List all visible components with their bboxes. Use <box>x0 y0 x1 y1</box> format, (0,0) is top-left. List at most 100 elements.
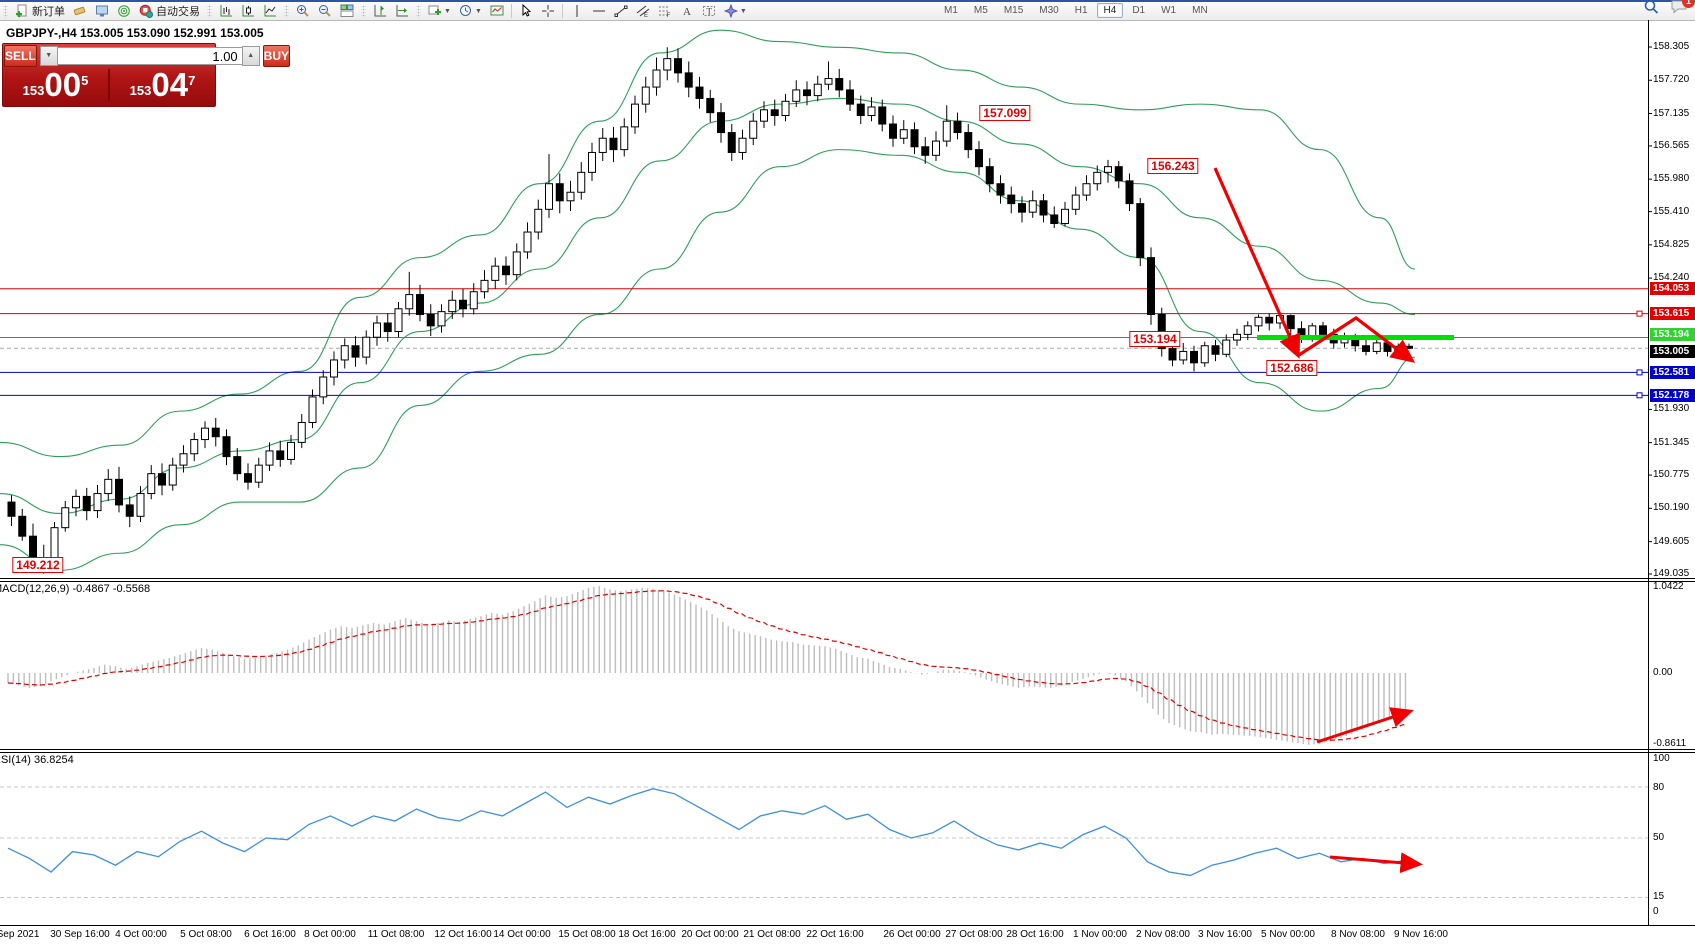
shapes-icon <box>723 4 738 18</box>
price-axis-badge: 153.005 <box>1650 344 1695 358</box>
chart-shift-button[interactable] <box>369 2 391 20</box>
volume-decrease-button[interactable]: ▼ <box>39 46 58 66</box>
volume-stepper: ▼ ▲ <box>39 46 260 66</box>
search-icon[interactable] <box>1643 0 1660 20</box>
toolbar-grip[interactable] <box>284 4 289 18</box>
toolbar-separator <box>561 4 563 18</box>
text-label-tool[interactable]: T <box>698 2 720 20</box>
price-axis-badge: 154.053 <box>1650 282 1695 296</box>
price-callout[interactable]: 149.212 <box>12 557 64 573</box>
rsi-scale-50: 50 <box>1653 832 1665 843</box>
bollinger-band-lower <box>0 149 1416 571</box>
cursor-tool[interactable] <box>515 2 537 20</box>
shapes-dropdown[interactable]: ▼ <box>720 2 751 20</box>
price-callout[interactable]: 156.243 <box>1147 158 1199 174</box>
periods-dropdown[interactable]: ▼ <box>455 2 486 20</box>
new-chart-dropdown[interactable]: ▼ <box>424 2 455 20</box>
toolbar-grip[interactable] <box>361 4 366 18</box>
line-handle[interactable] <box>1636 310 1643 317</box>
sonar-button[interactable] <box>113 2 135 20</box>
time-axis-label: 21 Oct 08:00 <box>743 929 801 940</box>
eraser-button[interactable] <box>69 2 91 20</box>
toolbar-grip[interactable] <box>416 4 421 18</box>
time-axis-label: 27 Oct 08:00 <box>945 929 1003 940</box>
time-axis-label: 5 Oct 08:00 <box>180 929 232 940</box>
bollinger-band-upper <box>0 29 1416 458</box>
vertical-line-icon <box>570 4 584 18</box>
price-axis-tick: 151.345 <box>1653 436 1690 448</box>
toolbar-grip[interactable] <box>3 4 8 18</box>
line-handle[interactable] <box>1636 369 1643 376</box>
vertical-line-tool[interactable] <box>566 2 588 20</box>
candlestick-chart-button[interactable] <box>237 2 259 20</box>
chart-template-button[interactable] <box>486 2 508 20</box>
new-order-label: 新订单 <box>32 6 65 18</box>
zoom-out-button[interactable] <box>314 2 336 20</box>
rsi-scale-80: 80 <box>1653 782 1665 793</box>
zoom-in-icon <box>296 4 310 18</box>
auto-trading-icon <box>139 4 153 18</box>
auto-scroll-button[interactable] <box>391 2 413 20</box>
trend-line-tool[interactable] <box>610 2 632 20</box>
price-callout[interactable]: 157.099 <box>979 105 1031 121</box>
equidistant-channel-tool[interactable]: E <box>632 2 654 20</box>
buy-price-main: 04 <box>151 66 189 103</box>
bar-chart-button[interactable] <box>215 2 237 20</box>
text-icon: A <box>680 4 694 18</box>
timeframe-w1[interactable]: W1 <box>1161 4 1177 16</box>
chevron-down-icon: ▼ <box>474 7 482 15</box>
buy-price[interactable]: 153 04 7 <box>110 67 215 103</box>
toolbar-grip[interactable] <box>207 4 212 18</box>
time-axis-label: 6 Oct 16:00 <box>244 929 296 940</box>
rsi-trend-arrow[interactable] <box>1329 852 1423 874</box>
timeframe-h4[interactable]: H4 <box>1096 2 1124 18</box>
tile-windows-icon <box>340 4 354 18</box>
price-callout[interactable]: 152.686 <box>1266 360 1318 376</box>
new-chart-icon <box>428 4 442 18</box>
time-axis-label: 22 Oct 16:00 <box>806 929 864 940</box>
line-handle[interactable] <box>1636 392 1643 399</box>
sell-button[interactable]: SELL <box>4 45 37 67</box>
price-axis-tick: 157.135 <box>1653 107 1690 119</box>
trend-arrow[interactable] <box>1213 167 1301 359</box>
volume-increase-button[interactable]: ▲ <box>241 46 260 66</box>
macd-trend-arrow[interactable] <box>1316 707 1414 744</box>
timeframe-mn[interactable]: MN <box>1192 4 1208 16</box>
time-axis-label: 9 Nov 16:00 <box>1394 929 1448 940</box>
tile-windows-button[interactable] <box>336 2 358 20</box>
horizontal-line-tool[interactable] <box>588 2 610 20</box>
auto-trading-button[interactable]: 自动交易 <box>135 2 204 20</box>
rsi-scale-100: 100 <box>1653 753 1670 764</box>
timeframe-m5[interactable]: M5 <box>973 4 988 16</box>
text-tool[interactable]: A <box>676 2 698 20</box>
time-axis-label: 15 Oct 08:00 <box>558 929 616 940</box>
modify-order-button[interactable] <box>91 2 113 20</box>
price-callout[interactable]: 153.194 <box>1129 331 1181 347</box>
zoom-in-button[interactable] <box>292 2 314 20</box>
timeframe-m1[interactable]: M1 <box>944 4 958 16</box>
price-axis-tick: 156.565 <box>1653 139 1690 151</box>
time-axis-label: 8 Nov 08:00 <box>1331 929 1385 940</box>
bollinger-band-middle <box>0 97 1416 515</box>
timeframe-m15[interactable]: M15 <box>1003 4 1024 16</box>
price-axis-tick: 154.240 <box>1653 272 1690 284</box>
chart-area: GBPJPY-,H4 153.005 153.090 152.991 153.0… <box>0 20 1695 945</box>
crosshair-icon <box>541 4 555 18</box>
crosshair-tool[interactable] <box>537 2 559 20</box>
line-chart-button[interactable] <box>259 2 281 20</box>
sell-price[interactable]: 153 00 5 <box>3 67 108 103</box>
timeframe-m30[interactable]: M30 <box>1039 4 1059 16</box>
volume-input[interactable] <box>57 47 242 65</box>
timeframe-d1[interactable]: D1 <box>1132 4 1146 16</box>
fibonacci-tool[interactable]: F <box>654 2 676 20</box>
buy-button[interactable]: BUY <box>262 45 291 67</box>
timeframe-h1[interactable]: H1 <box>1074 4 1088 16</box>
fibonacci-icon: F <box>658 4 672 18</box>
rsi-indicator-label: RSI(14) 36.8254 <box>0 754 74 766</box>
trend-arrow[interactable] <box>1298 316 1416 363</box>
time-axis-label: 11 Oct 08:00 <box>367 929 425 940</box>
notifications-button[interactable]: 1 <box>1670 0 1695 19</box>
price-axis-tick: 150.775 <box>1653 469 1690 481</box>
new-order-button[interactable]: 新订单 <box>11 2 69 20</box>
